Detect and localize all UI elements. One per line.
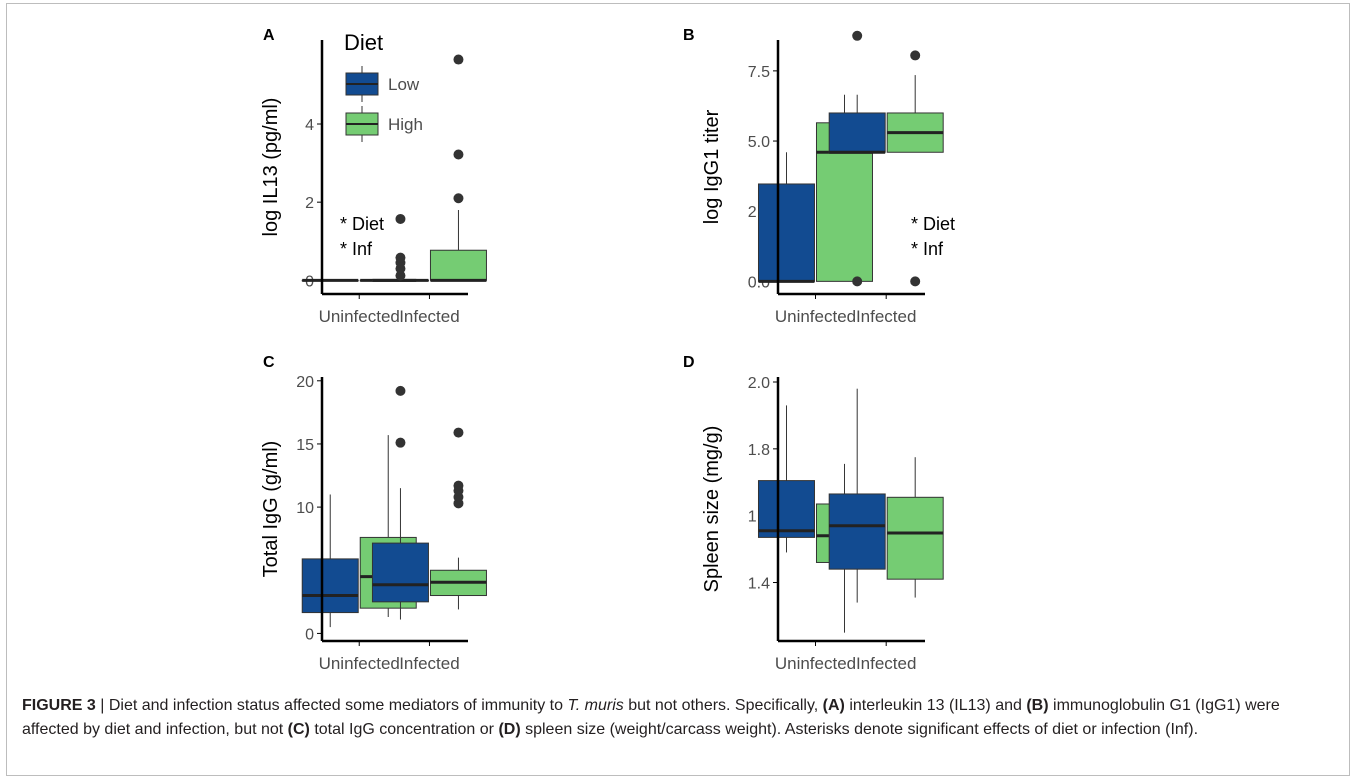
y-tick-label: 5.0: [748, 134, 770, 151]
x-tick-label: Infected: [856, 307, 917, 326]
x-tick-label: Infected: [399, 654, 460, 673]
y-tick-label: 2: [305, 195, 314, 212]
caption-label: FIGURE 3: [22, 697, 96, 714]
caption-ref-d: (D): [498, 720, 521, 738]
y-tick-label: 15: [296, 437, 314, 454]
y-tick-label: 1.8: [748, 442, 770, 459]
outlier-point: [395, 252, 406, 263]
y-tick-label: 0: [305, 626, 314, 643]
legend: Diet Low High: [344, 30, 423, 142]
caption-separator: |: [95, 697, 109, 714]
x-tick-label: Infected: [399, 307, 460, 326]
panel-letter: C: [263, 354, 275, 371]
y-axis-label: log IgG1 titer: [701, 109, 723, 224]
caption-ref-c: (C): [287, 720, 310, 738]
legend-label: Low: [388, 75, 420, 94]
box-low-uninfected: [757, 405, 815, 553]
y-tick-label: 10: [296, 500, 314, 517]
x-tick-label: Uninfected: [319, 307, 400, 326]
outlier-point: [453, 480, 464, 491]
box-low-uninfected: [301, 494, 359, 628]
y-axis-label: log IL13 (pg/ml): [260, 98, 282, 237]
box-high-infected: [886, 457, 944, 598]
box-low-uninfected: [757, 152, 815, 283]
box-body: [757, 183, 815, 282]
caption-text-1: Diet and infection status affected some …: [108, 697, 568, 714]
x-tick-label: Uninfected: [775, 654, 856, 673]
outlier-point: [852, 276, 863, 287]
box-low-infected: [828, 30, 886, 287]
caption-text-4: immunoglobulin G1 (IgG1) were affected b…: [22, 697, 1280, 738]
legend-label: High: [388, 115, 423, 134]
significance-annotation: * Inf: [340, 239, 373, 259]
significance-annotation: * Diet: [340, 214, 384, 234]
caption-text-2: but not others. Specifically,: [623, 697, 823, 714]
box-body: [828, 112, 886, 153]
caption-ref-a: (A): [822, 697, 845, 714]
outlier-point: [395, 213, 406, 224]
significance-annotation: * Diet: [911, 214, 955, 234]
y-axis-label: Total IgG (g/ml): [260, 441, 282, 578]
box-high-infected: [429, 54, 487, 282]
x-tick-label: Infected: [856, 654, 917, 673]
caption-text-5: total IgG concentration or: [309, 720, 499, 738]
outlier-point: [453, 54, 464, 65]
y-tick-label: 1.4: [748, 576, 770, 593]
outlier-point: [910, 276, 921, 287]
box-low-uninfected: [301, 278, 359, 282]
x-tick-label: Uninfected: [319, 654, 400, 673]
outlier-point: [453, 427, 464, 438]
box-body: [886, 496, 944, 580]
significance-annotation: * Inf: [911, 239, 944, 259]
outlier-point: [395, 437, 406, 448]
outlier-point: [453, 149, 464, 160]
caption-species: T. muris: [567, 697, 624, 714]
y-tick-label: 7.5: [748, 64, 770, 81]
caption-ref-b: (B): [1026, 697, 1049, 714]
outlier-point: [395, 385, 406, 396]
outlier-point: [910, 50, 921, 61]
box-low-infected: [371, 213, 429, 282]
box-body: [371, 542, 429, 603]
panel-letter: A: [263, 27, 275, 44]
y-axis-label: Spleen size (mg/g): [701, 426, 723, 593]
legend-title: Diet: [344, 30, 383, 55]
outlier-point: [852, 30, 863, 41]
box-body: [828, 493, 886, 570]
figure-caption: FIGURE 3 | Diet and infection status aff…: [22, 694, 1338, 741]
box-high-infected: [886, 50, 944, 287]
caption-text-6: spleen size (weight/carcass weight). Ast…: [520, 720, 1199, 738]
panel-letter: B: [683, 27, 695, 44]
box-body: [301, 558, 359, 614]
caption-text-3: interleukin 13 (IL13) and: [844, 697, 1027, 714]
box-body: [757, 480, 815, 538]
figure-frame: [6, 3, 1350, 776]
outlier-point: [453, 193, 464, 204]
box-low-infected: [371, 385, 429, 620]
box-high-infected: [429, 427, 487, 610]
x-tick-label: Uninfected: [775, 307, 856, 326]
y-tick-label: 4: [305, 117, 314, 134]
panel-letter: D: [683, 354, 695, 371]
outlier-point: [395, 270, 406, 281]
y-tick-label: 20: [296, 374, 314, 391]
box-body: [429, 249, 487, 281]
y-tick-label: 2.0: [748, 375, 770, 392]
box-low-infected: [828, 388, 886, 603]
